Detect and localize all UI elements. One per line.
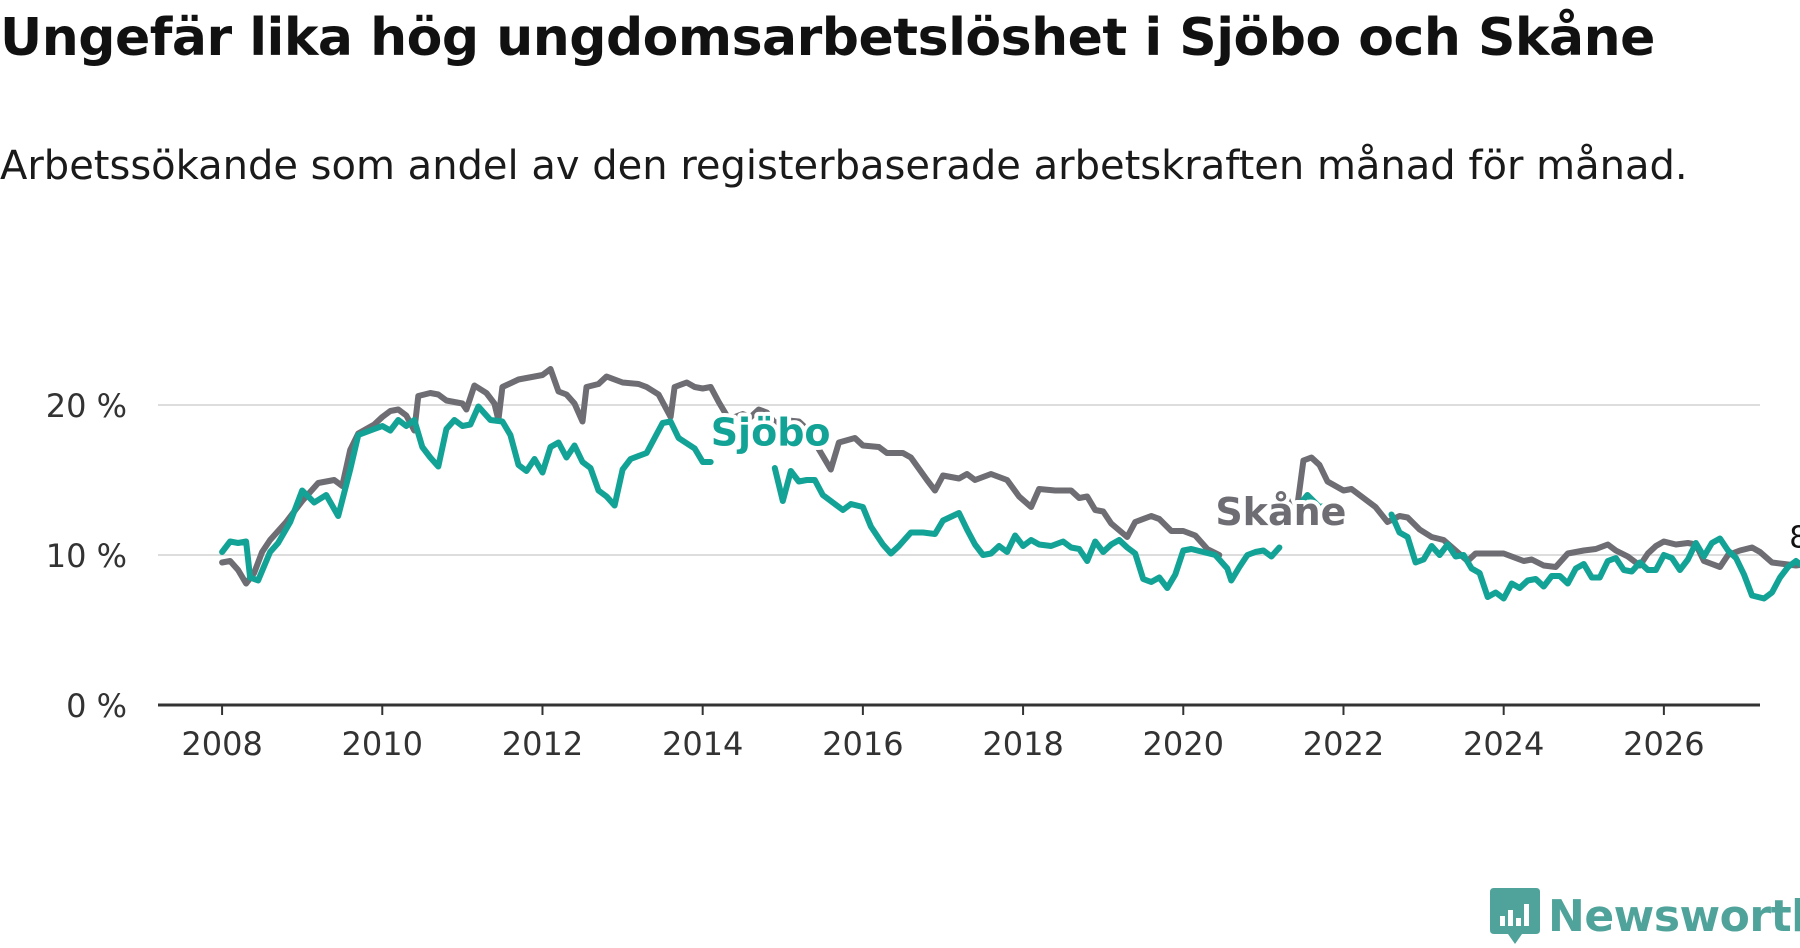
x-tick-label: 2022 <box>1303 725 1384 763</box>
chart-subtitle: Arbetssökande som andel av den registerb… <box>0 143 1688 189</box>
x-tick-label: 2012 <box>502 725 583 763</box>
y-tick-label: 10 % <box>46 537 127 575</box>
series-label: Skåne <box>1215 490 1346 534</box>
series-line-sjbo <box>771 465 1283 591</box>
logo-text: Newsworthy <box>1548 890 1800 942</box>
chart-title: Ungefär lika hög ungdomsarbetslöshet i S… <box>0 8 1655 68</box>
x-tick-label: 2018 <box>982 725 1063 763</box>
x-tick-label: 2014 <box>662 725 743 763</box>
series-label: Sjöbo <box>711 411 831 455</box>
x-tick-label: 2026 <box>1623 725 1704 763</box>
x-tick-label: 2024 <box>1463 725 1544 763</box>
x-tick-label: 2020 <box>1143 725 1224 763</box>
series-line-sjbo <box>1388 511 1800 602</box>
y-tick-label: 0 % <box>66 687 127 725</box>
series-line-skne <box>219 366 730 587</box>
series-line-sjbo <box>1292 492 1339 513</box>
chart-bubble-icon <box>1490 888 1540 944</box>
y-tick-label: 20 % <box>46 387 127 425</box>
x-tick-label: 2010 <box>342 725 423 763</box>
series-line-skne <box>731 406 1223 558</box>
x-tick-label: 2016 <box>822 725 903 763</box>
x-tick-label: 2008 <box>181 725 262 763</box>
series-line-sjbo <box>219 403 714 584</box>
series-line-skne <box>1284 454 1800 570</box>
end-point-label: 8,9 % <box>1789 521 1800 556</box>
newsworthy-logo: Newsworthy <box>1490 888 1800 944</box>
